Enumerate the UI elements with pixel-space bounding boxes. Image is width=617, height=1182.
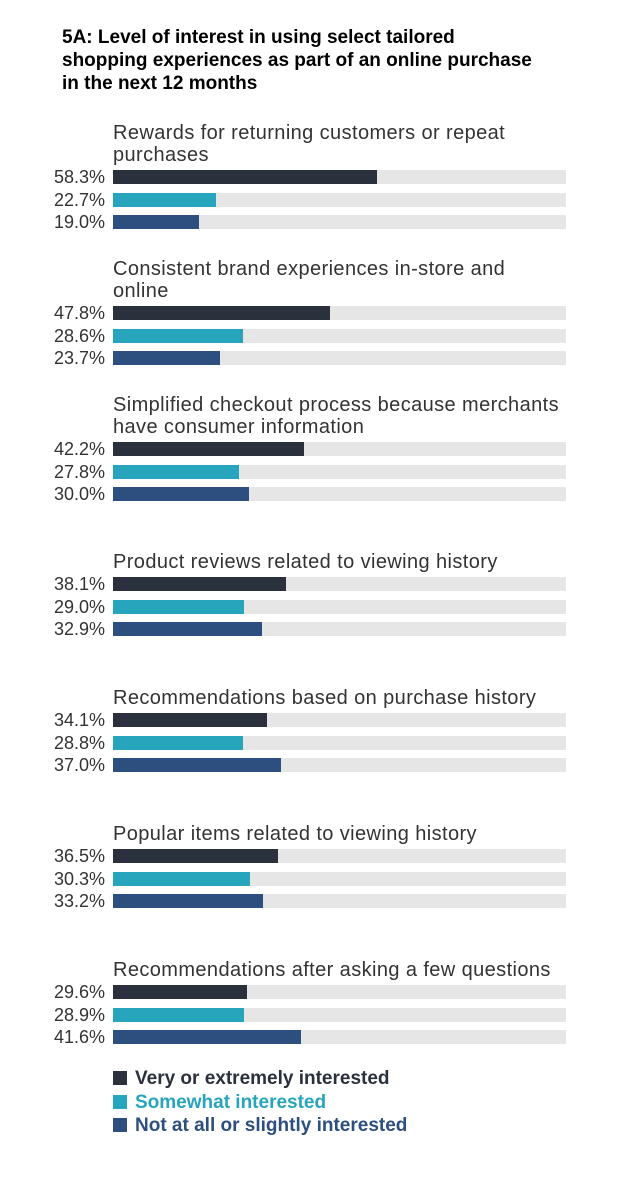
bar-track <box>113 871 566 886</box>
value-label: 29.6% <box>53 982 105 1002</box>
value-label: 42.2% <box>53 439 105 459</box>
category-label: Product reviews related to viewing histo… <box>113 551 498 573</box>
bar <box>113 442 305 456</box>
bar <box>113 894 264 909</box>
bar-track <box>113 849 566 863</box>
bar <box>113 735 244 750</box>
legend-item: Not at all or slightly interested <box>113 1115 407 1137</box>
value-label: 38.1% <box>53 574 105 594</box>
bar <box>113 487 249 502</box>
bar-track <box>113 464 566 479</box>
bar <box>113 1007 244 1022</box>
bar <box>113 215 200 230</box>
bar-track <box>113 894 566 909</box>
value-label: 47.8% <box>53 303 105 323</box>
value-label: 34.1% <box>53 710 105 730</box>
legend-swatch <box>113 1071 127 1085</box>
bar-track <box>113 442 566 456</box>
bar-track <box>113 1007 566 1022</box>
bar-track <box>113 758 566 773</box>
bar <box>113 849 279 863</box>
legend-label: Somewhat interested <box>135 1091 327 1113</box>
bar-track <box>113 328 566 343</box>
bar-track <box>113 622 566 637</box>
value-label: 36.5% <box>53 846 105 866</box>
category-label: Consistent brand experiences in-store an… <box>113 258 506 302</box>
bar <box>113 577 286 591</box>
bar <box>113 170 378 184</box>
bar <box>113 985 248 999</box>
category-label: Popular items related to viewing history <box>113 823 477 845</box>
value-label: 33.2% <box>53 891 105 912</box>
value-label: 23.7% <box>53 348 105 369</box>
legend-item: Very or extremely interested <box>113 1068 390 1090</box>
bar <box>113 622 263 637</box>
bar <box>113 1030 302 1045</box>
value-label: 58.3% <box>53 167 105 187</box>
bar <box>113 758 281 773</box>
value-label: 32.9% <box>53 619 105 640</box>
bar-track <box>113 192 566 207</box>
value-label: 19.0% <box>53 212 105 233</box>
bar-track <box>113 985 566 999</box>
value-label: 22.7% <box>53 189 105 210</box>
value-label: 30.3% <box>53 868 105 889</box>
value-label: 28.9% <box>53 1004 105 1025</box>
bar <box>113 464 239 479</box>
legend-item: Somewhat interested <box>113 1092 326 1114</box>
bar <box>113 306 330 320</box>
value-label: 28.8% <box>53 732 105 753</box>
value-label: 27.8% <box>53 461 105 482</box>
bar-track <box>113 713 566 727</box>
bar <box>113 192 216 207</box>
value-label: 30.0% <box>53 484 105 505</box>
bar-track <box>113 577 566 591</box>
bar <box>113 871 251 886</box>
chart-title: 5A: Level of interest in using select ta… <box>62 27 532 94</box>
legend-label: Very or extremely interested <box>135 1068 390 1089</box>
value-label: 41.6% <box>53 1027 105 1048</box>
category-label: Recommendations based on purchase histor… <box>113 687 537 709</box>
bar-track <box>113 1030 566 1045</box>
value-label: 28.6% <box>53 325 105 346</box>
legend-swatch <box>113 1118 127 1132</box>
bar-track <box>113 487 566 502</box>
bar-track <box>113 170 566 184</box>
value-label: 37.0% <box>53 755 105 776</box>
bar-track <box>113 351 566 366</box>
bar-track <box>113 215 566 230</box>
category-label: Recommendations after asking a few quest… <box>113 959 551 981</box>
bar-track <box>113 735 566 750</box>
bar-track <box>113 306 566 320</box>
bar <box>113 351 221 366</box>
legend-swatch <box>113 1094 127 1109</box>
legend-label: Not at all or slightly interested <box>135 1115 408 1136</box>
bar <box>113 713 268 727</box>
category-label: Simplified checkout process because merc… <box>113 394 559 438</box>
bar <box>113 328 243 343</box>
value-label: 29.0% <box>53 596 105 617</box>
bar <box>113 599 245 614</box>
bar-track <box>113 599 566 614</box>
category-label: Rewards for returning customers or repea… <box>113 122 506 166</box>
